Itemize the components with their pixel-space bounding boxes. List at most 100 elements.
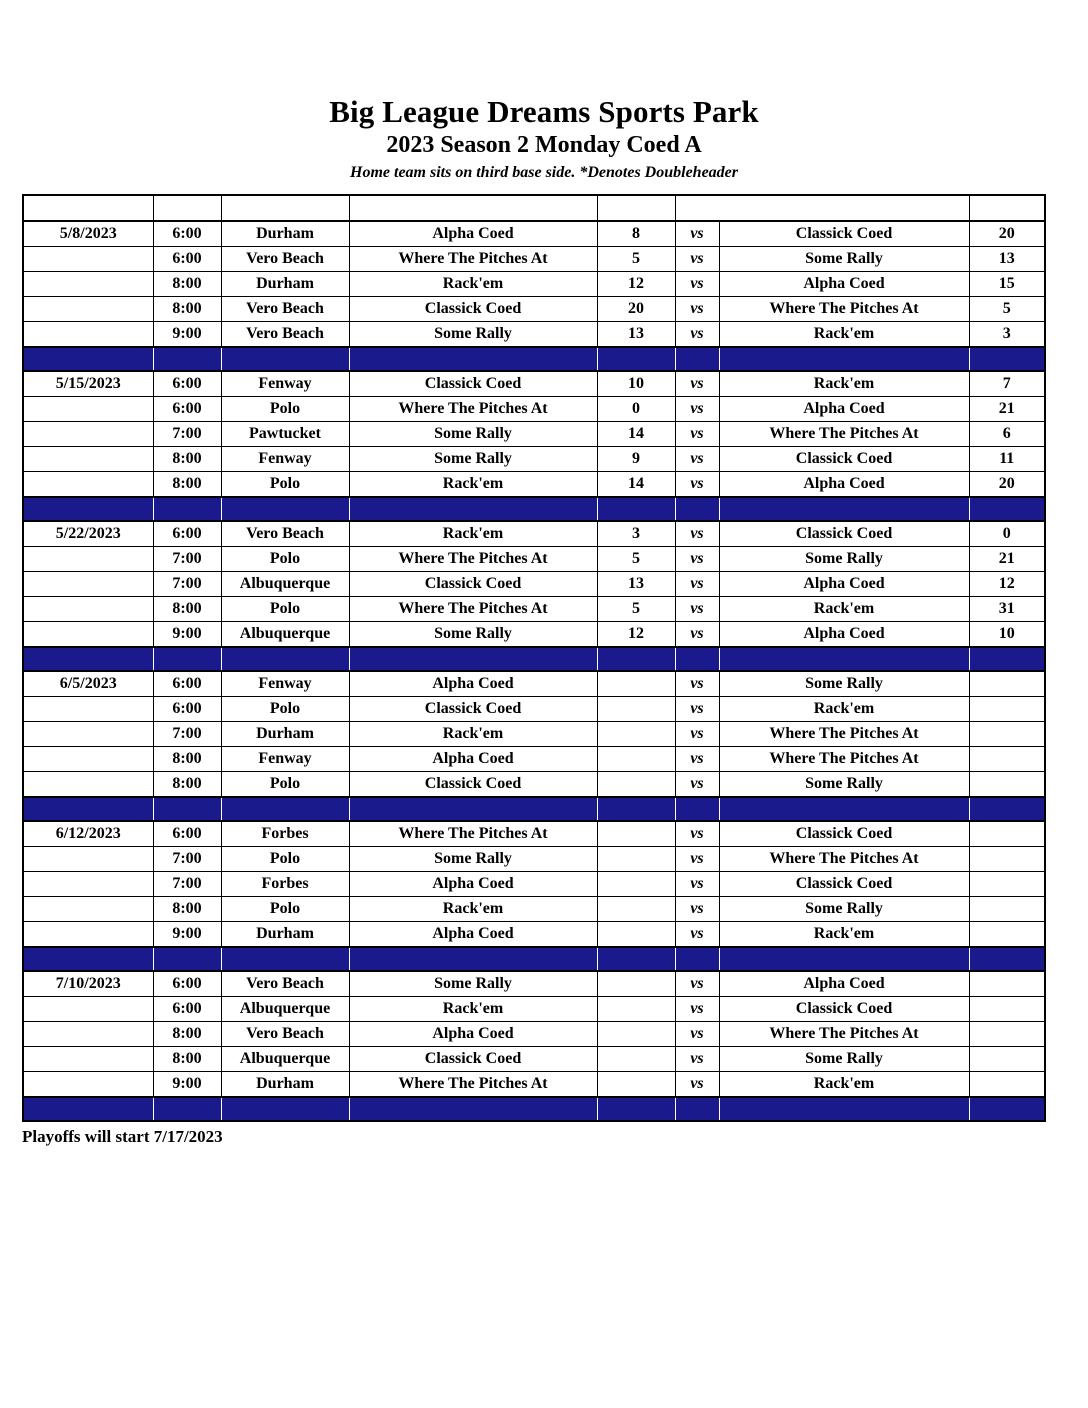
cell-home-score (596, 696, 676, 722)
cell-replica: Polo (220, 696, 350, 722)
separator-cell (348, 346, 598, 372)
block-separator-row (22, 1096, 1046, 1122)
cell-time: 8:00 (152, 596, 222, 622)
separator-cell (348, 496, 598, 522)
cell-home-team: Classick Coed (348, 696, 598, 722)
cell-home-score (596, 771, 676, 798)
cell-vs: vs (674, 896, 720, 922)
cell-away-team: Rack'em (718, 370, 970, 397)
page-subtitle: 2023 Season 2 Monday Coed A (386, 132, 702, 158)
separator-cell (152, 1096, 222, 1122)
cell-time: 7:00 (152, 721, 222, 747)
table-row: 6:00 Vero Beach Where The Pitches At 5 vs Som… (22, 246, 1046, 272)
separator-cell (22, 1096, 154, 1122)
cell-home-score (596, 921, 676, 948)
cell-home-score (596, 1046, 676, 1072)
cell-replica: Albuquerque (220, 996, 350, 1022)
separator-cell (674, 1096, 720, 1122)
table-row: 8:00 Fenway Some Rally 9 vs Classick Coed 11 (22, 446, 1046, 472)
cell-vs: vs (674, 220, 720, 247)
cell-date (22, 271, 154, 297)
cell-date: 6/12/2023 (22, 820, 154, 847)
cell-time: 6:00 (152, 520, 222, 547)
cell-away-score: 13 (968, 246, 1046, 272)
cell-vs: vs (674, 421, 720, 447)
separator-cell (220, 346, 350, 372)
cell-vs: vs (674, 970, 720, 997)
cell-away-score: 12 (968, 571, 1046, 597)
cell-date (22, 296, 154, 322)
table-row: 8:00 Vero Beach Alpha Coed vs Where The Pitc… (22, 1021, 1046, 1047)
separator-cell (348, 1096, 598, 1122)
cell-home-team: Some Rally (348, 446, 598, 472)
table-header: Date Time Replica Home Team Score Away T… (22, 194, 1046, 222)
cell-time: 9:00 (152, 621, 222, 648)
table-row: 9:00 Albuquerque Some Rally 12 vs Alpha Coed 1… (22, 621, 1046, 648)
cell-replica: Fenway (220, 446, 350, 472)
cell-vs: vs (674, 1071, 720, 1098)
cell-home-team: Alpha Coed (348, 746, 598, 772)
table-row: 8:00 Polo Rack'em 14 vs Alpha Coed 20 (22, 471, 1046, 498)
table-row: 7:00 Polo Some Rally vs Where The Pitches At (22, 846, 1046, 872)
cell-away-team: Rack'em (718, 596, 970, 622)
cell-time: 8:00 (152, 471, 222, 498)
cell-away-team: Classick Coed (718, 820, 970, 847)
cell-replica: Fenway (220, 746, 350, 772)
cell-replica: Albuquerque (220, 571, 350, 597)
separator-cell (968, 1096, 1046, 1122)
separator-cell (348, 796, 598, 822)
cell-date: 6/5/2023 (22, 670, 154, 697)
cell-time: 8:00 (152, 1046, 222, 1072)
cell-time: 6:00 (152, 696, 222, 722)
cell-away-team: Some Rally (718, 670, 970, 697)
separator-cell (718, 496, 970, 522)
cell-home-team: Alpha Coed (348, 871, 598, 897)
table-row: 5/8/2023 6:00 Durham Alpha Coed 8 vs Classick … (22, 220, 1046, 247)
column-header-home-team: Home Team (348, 194, 598, 222)
separator-cell (220, 796, 350, 822)
cell-replica: Forbes (220, 871, 350, 897)
cell-vs: vs (674, 1046, 720, 1072)
table-row: 7/10/2023 6:00 Vero Beach Some Rally vs Alpha… (22, 970, 1046, 997)
cell-vs: vs (674, 670, 720, 697)
cell-home-score (596, 721, 676, 747)
cell-vs: vs (674, 446, 720, 472)
cell-away-score (968, 846, 1046, 872)
cell-away-score: 10 (968, 621, 1046, 648)
table-row: 8:00 Polo Rack'em vs Some Rally (22, 896, 1046, 922)
cell-vs: vs (674, 771, 720, 798)
cell-date (22, 1071, 154, 1098)
cell-home-team: Some Rally (348, 621, 598, 648)
cell-vs: vs (674, 571, 720, 597)
cell-time: 9:00 (152, 321, 222, 348)
cell-vs: vs (674, 370, 720, 397)
separator-cell (22, 496, 154, 522)
cell-away-score: 21 (968, 546, 1046, 572)
cell-away-team: Alpha Coed (718, 621, 970, 648)
cell-home-team: Classick Coed (348, 771, 598, 798)
cell-time: 7:00 (152, 546, 222, 572)
cell-vs: vs (674, 621, 720, 648)
cell-home-score: 14 (596, 471, 676, 498)
table-row: 5/22/2023 6:00 Vero Beach Rack'em 3 vs Classic… (22, 520, 1046, 547)
table-row: 7:00 Durham Rack'em vs Where The Pitches At (22, 721, 1046, 747)
cell-replica: Pawtucket (220, 421, 350, 447)
table-row: 7:00 Polo Where The Pitches At 5 vs Some Rall… (22, 546, 1046, 572)
cell-home-team: Rack'em (348, 996, 598, 1022)
cell-vs: vs (674, 846, 720, 872)
table-row: 9:00 Durham Where The Pitches At vs Rack'em (22, 1071, 1046, 1098)
cell-replica: Durham (220, 1071, 350, 1098)
cell-replica: Polo (220, 771, 350, 798)
cell-date (22, 246, 154, 272)
cell-vs: vs (674, 296, 720, 322)
cell-away-score: 6 (968, 421, 1046, 447)
cell-vs: vs (674, 396, 720, 422)
schedule-table: Date Time Replica Home Team Score Away T… (22, 194, 1046, 1122)
separator-cell (968, 346, 1046, 372)
table-row: 7:00 Albuquerque Classick Coed 13 vs Alpha Co… (22, 571, 1046, 597)
cell-home-team: Rack'em (348, 471, 598, 498)
cell-away-team: Rack'em (718, 921, 970, 948)
cell-replica: Durham (220, 220, 350, 247)
cell-away-score: 11 (968, 446, 1046, 472)
cell-away-score: 20 (968, 220, 1046, 247)
